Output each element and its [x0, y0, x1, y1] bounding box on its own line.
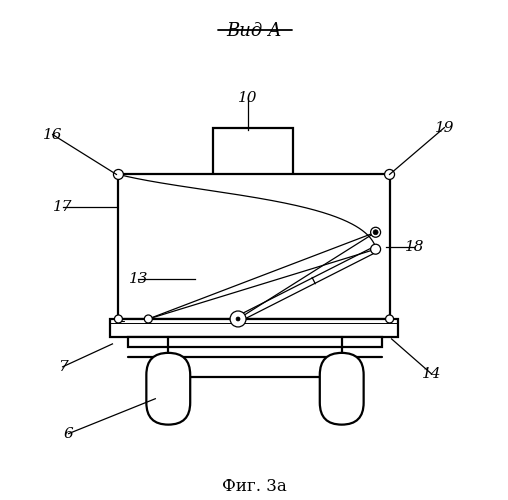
Bar [129, 337, 382, 347]
Circle shape [113, 170, 123, 179]
Circle shape [371, 228, 380, 237]
Bar [110, 319, 398, 337]
Text: 13: 13 [129, 272, 148, 286]
Circle shape [144, 315, 152, 323]
Text: 16: 16 [43, 128, 62, 141]
Bar [213, 128, 293, 178]
FancyBboxPatch shape [320, 353, 364, 424]
Text: 7: 7 [58, 360, 68, 374]
Circle shape [386, 315, 394, 323]
Bar [118, 174, 390, 319]
Circle shape [236, 317, 240, 321]
Text: 17: 17 [53, 200, 72, 214]
Circle shape [371, 244, 380, 254]
Text: 14: 14 [422, 367, 441, 381]
Circle shape [230, 311, 246, 327]
Circle shape [385, 170, 395, 179]
Text: Вид А: Вид А [226, 22, 282, 40]
Text: 6: 6 [64, 426, 74, 440]
Circle shape [114, 315, 122, 323]
FancyBboxPatch shape [146, 353, 190, 424]
Circle shape [373, 230, 378, 234]
Text: 19: 19 [435, 120, 454, 134]
Text: 10: 10 [238, 90, 258, 104]
Text: Фиг. 3а: Фиг. 3а [221, 478, 287, 496]
Text: 18: 18 [405, 240, 424, 254]
